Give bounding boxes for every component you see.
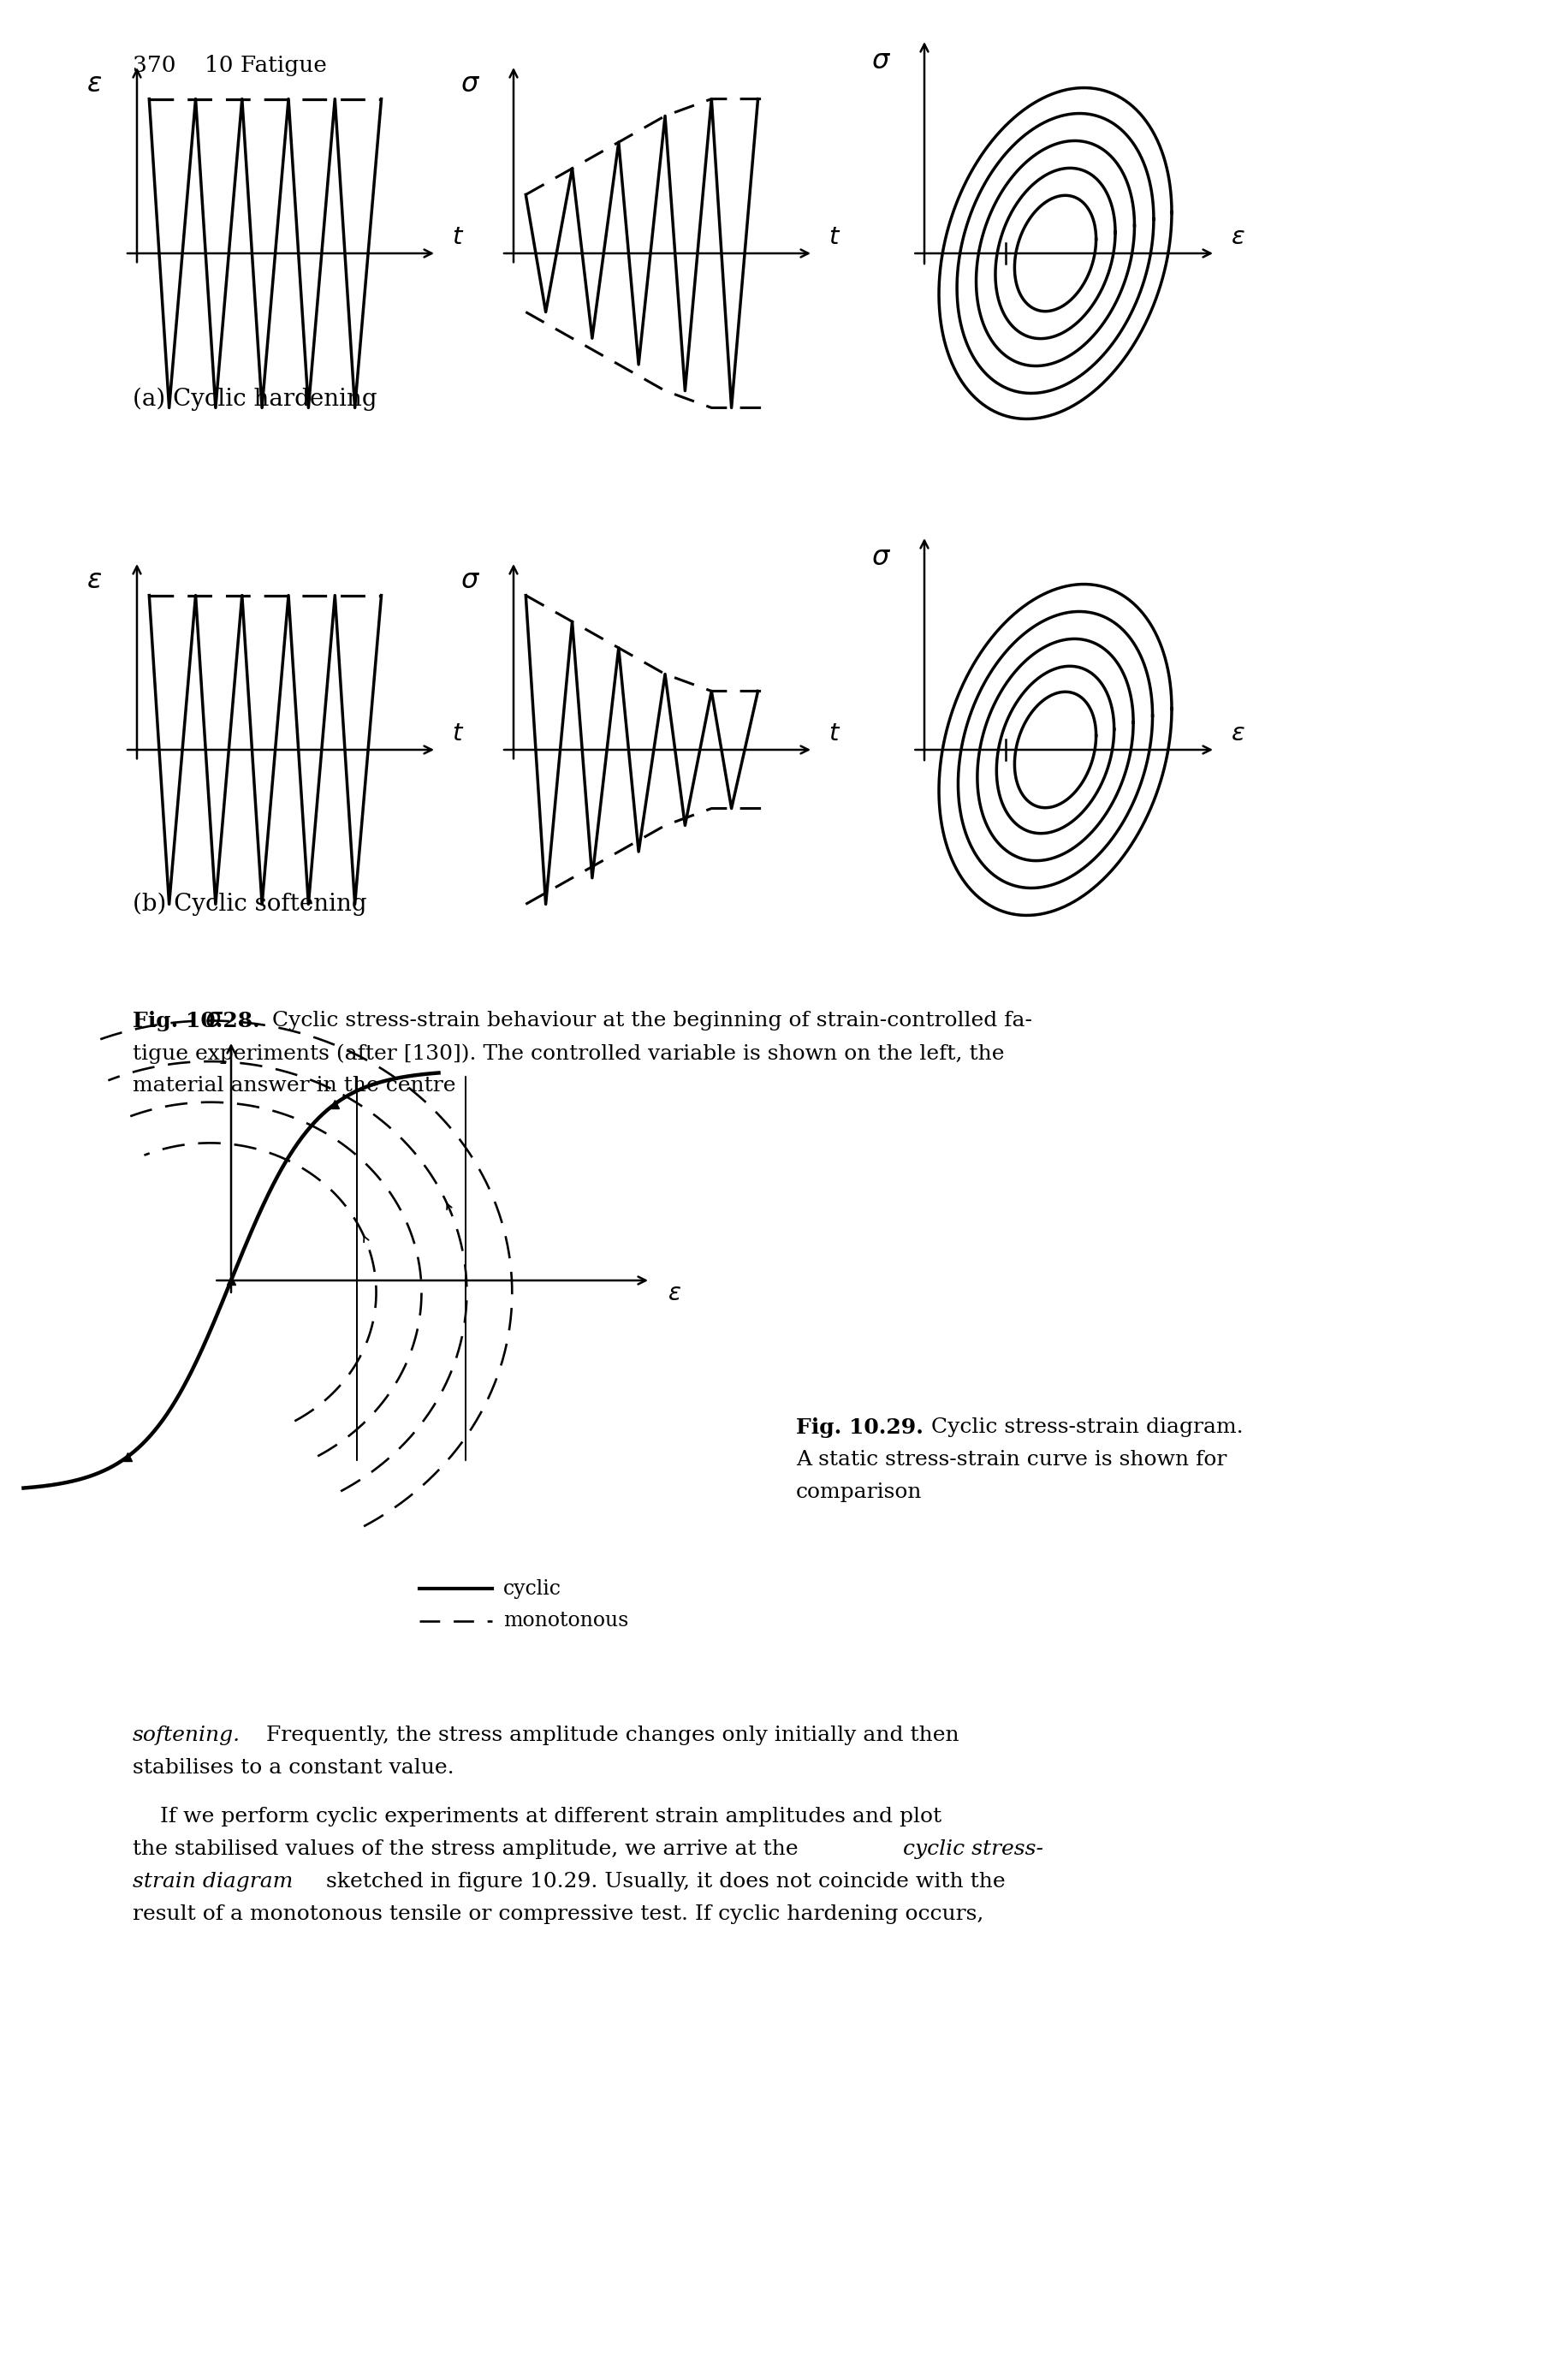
Text: Fig. 10.29.: Fig. 10.29. [797,1418,924,1437]
Text: $\sigma$: $\sigma$ [461,568,481,594]
Text: If we perform cyclic experiments at different strain amplitudes and plot: If we perform cyclic experiments at diff… [133,1806,942,1827]
Text: comparison: comparison [797,1483,922,1502]
Text: $\sigma$: $\sigma$ [204,1005,223,1034]
Text: $t$: $t$ [452,722,464,746]
Text: $\varepsilon$: $\varepsilon$ [668,1281,682,1304]
Text: $\sigma$: $\sigma$ [872,544,892,570]
Text: Frequently, the stress amplitude changes only initially and then: Frequently, the stress amplitude changes… [259,1725,960,1746]
Text: $\varepsilon$: $\varepsilon$ [1231,722,1245,746]
Text: stabilises to a constant value.: stabilises to a constant value. [133,1758,455,1777]
Text: strain diagram: strain diagram [133,1872,293,1891]
Text: $t$: $t$ [452,226,464,249]
Text: tigue experiments (after [130]). The controlled variable is shown on the left, t: tigue experiments (after [130]). The con… [133,1043,1005,1064]
Text: material answer in the centre: material answer in the centre [133,1076,456,1095]
Text: (a) Cyclic hardening: (a) Cyclic hardening [133,387,378,411]
Text: cyclic stress-: cyclic stress- [903,1839,1043,1858]
Text: monotonous: monotonous [503,1611,629,1630]
Text: Cyclic stress-strain behaviour at the beginning of strain-controlled fa-: Cyclic stress-strain behaviour at the be… [265,1010,1032,1031]
Text: cyclic: cyclic [503,1578,561,1599]
Text: $\sigma$: $\sigma$ [872,48,892,74]
Text: A static stress-strain curve is shown for: A static stress-strain curve is shown fo… [797,1449,1226,1471]
Text: $\varepsilon$: $\varepsilon$ [86,71,102,97]
Text: Fig. 10.28.: Fig. 10.28. [133,1010,260,1031]
Text: (b) Cyclic softening: (b) Cyclic softening [133,891,367,915]
Text: Cyclic stress-strain diagram.: Cyclic stress-strain diagram. [925,1418,1243,1437]
Text: $\sigma$: $\sigma$ [461,71,481,97]
Text: softening.: softening. [133,1725,240,1746]
Text: result of a monotonous tensile or compressive test. If cyclic hardening occurs,: result of a monotonous tensile or compre… [133,1906,983,1925]
Text: 370    10 Fatigue: 370 10 Fatigue [133,55,326,76]
Text: $\varepsilon$: $\varepsilon$ [1231,226,1245,249]
Text: sketched in figure 10.29. Usually, it does not coincide with the: sketched in figure 10.29. Usually, it do… [320,1872,1005,1891]
Text: $t$: $t$ [828,226,840,249]
Text: $t$: $t$ [828,722,840,746]
Text: the stabilised values of the stress amplitude, we arrive at the: the stabilised values of the stress ampl… [133,1839,804,1858]
Text: $\varepsilon$: $\varepsilon$ [86,568,102,594]
